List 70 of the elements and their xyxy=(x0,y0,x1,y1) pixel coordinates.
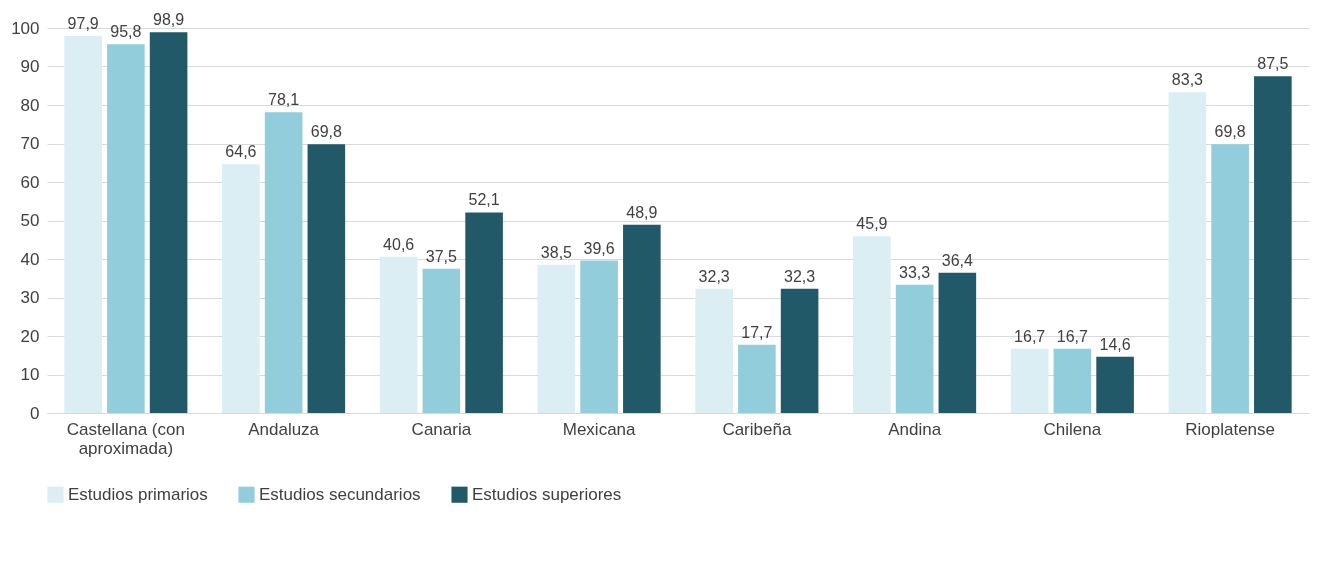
bar xyxy=(379,256,418,413)
bar xyxy=(222,164,260,413)
data-label: 39,6 xyxy=(583,239,615,257)
data-label: 95,8 xyxy=(110,23,142,41)
bar xyxy=(149,32,188,413)
data-label: 97,9 xyxy=(67,15,99,33)
data-label: 38,5 xyxy=(540,243,573,261)
data-label: 16,7 xyxy=(1014,327,1046,345)
data-label: 45,9 xyxy=(856,215,888,233)
x-tick-label: Caribeña xyxy=(722,419,792,439)
data-label: 87,5 xyxy=(1257,55,1289,73)
bar xyxy=(623,224,661,413)
bar xyxy=(938,272,977,413)
bar xyxy=(64,36,102,413)
data-label: 17,7 xyxy=(741,323,773,341)
data-label: 52,1 xyxy=(468,191,500,209)
bar xyxy=(422,268,461,413)
legend-label: Estudios primarios xyxy=(68,484,208,504)
y-tick-label: 30 xyxy=(20,288,40,307)
y-tick-label: 40 xyxy=(20,249,40,269)
bar xyxy=(537,264,576,413)
data-label: 98,9 xyxy=(153,11,185,29)
bar xyxy=(1254,76,1292,413)
data-label: 83,3 xyxy=(1171,71,1204,89)
x-tick-label: Andina xyxy=(888,419,942,439)
data-label: 33,3 xyxy=(899,263,931,281)
data-label: 32,3 xyxy=(698,267,730,285)
y-tick-label: 80 xyxy=(20,95,40,115)
x-tick-label: Mexicana xyxy=(562,419,637,439)
data-label: 69,8 xyxy=(310,123,343,141)
x-tick-label: Canaria xyxy=(411,419,472,439)
bar xyxy=(695,288,733,413)
legend-label: Estudios secundarios xyxy=(259,484,421,504)
bar xyxy=(738,344,776,413)
y-tick-label: 50 xyxy=(20,211,40,230)
x-tick-label: Chilena xyxy=(1043,419,1102,439)
data-label: 48,9 xyxy=(626,203,658,221)
x-tick-label: Rioplatense xyxy=(1185,419,1276,439)
bar xyxy=(1168,92,1207,413)
y-tick-label: 60 xyxy=(20,172,40,192)
y-tick-label: 0 xyxy=(30,403,40,423)
y-tick-label: 70 xyxy=(20,134,40,153)
x-tick-label: Andaluza xyxy=(248,419,320,439)
y-tick-label: 100 xyxy=(11,18,40,38)
data-label: 40,6 xyxy=(383,235,415,253)
bar xyxy=(780,288,819,413)
bar xyxy=(580,260,618,413)
bar xyxy=(1211,144,1249,413)
bar xyxy=(465,212,503,413)
bar xyxy=(895,284,934,413)
data-label: 37,5 xyxy=(425,247,458,265)
data-label: 69,8 xyxy=(1214,123,1246,141)
data-label: 78,1 xyxy=(268,91,300,109)
data-label: 36,4 xyxy=(941,251,974,269)
bar xyxy=(1096,356,1134,413)
legend-label: Estudios superiores xyxy=(472,484,622,504)
bar xyxy=(307,144,346,413)
bar xyxy=(1010,348,1049,413)
y-tick-label: 90 xyxy=(20,57,40,76)
bar xyxy=(1053,348,1092,413)
y-tick-label: 20 xyxy=(20,326,40,346)
x-tick-label: Castellana (con aproximada) xyxy=(66,419,185,458)
y-tick-label: 10 xyxy=(20,365,40,384)
bar xyxy=(264,112,303,413)
data-label: 16,7 xyxy=(1056,327,1089,345)
data-label: 32,3 xyxy=(784,267,816,285)
data-label: 64,6 xyxy=(225,143,257,161)
data-label: 14,6 xyxy=(1099,335,1131,353)
bar xyxy=(853,236,891,413)
bar xyxy=(107,44,145,413)
